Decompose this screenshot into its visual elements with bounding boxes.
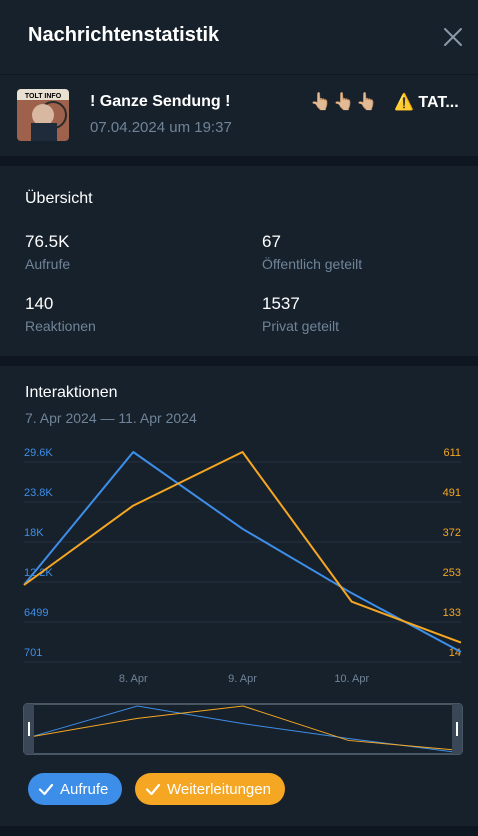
separator [0,356,478,366]
legend-label: Aufrufe [60,780,109,798]
legend-toggle-forwards[interactable]: Weiterleitungen [135,773,285,805]
message-date: 07.04.2024 um 19:37 [90,119,232,136]
overview-title: Übersicht [25,190,93,207]
right-tick-label: 372 [443,527,461,539]
message-emojis: 👆🏼👆🏼👆🏼 [310,92,380,111]
stat-public-shares: 67 Öffentlich geteilt [262,232,362,272]
legend-toggle-views[interactable]: Aufrufe [28,773,123,805]
stat-value: 140 [25,294,54,313]
navigator-line-forwards [31,705,455,751]
right-tick-label: 491 [443,487,461,499]
x-tick-label: 9. Apr [228,673,257,685]
stat-label: Privat geteilt [262,318,340,334]
left-tick-label: 701 [24,647,42,659]
interactions-title: Interaktionen [25,384,118,401]
check-icon [38,783,54,796]
right-tick-label: 253 [443,567,461,579]
chart-navigator[interactable] [0,700,478,760]
svg-text:TOLT INFO: TOLT INFO [25,93,62,100]
separator [0,826,478,836]
warning-icon: ⚠️ [394,94,414,111]
series-line-forwards [23,451,462,644]
dialog-title: Nachrichtenstatistik [28,24,220,46]
x-tick-label: 10. Apr [334,673,369,685]
dialog-header: Nachrichtenstatistik [0,0,478,74]
right-tick-label: 133 [443,607,461,619]
left-tick-label: 6499 [24,607,48,619]
stat-label: Aufrufe [25,256,71,272]
separator [0,156,478,166]
message-title: ! Ganze Sendung ! [90,93,231,110]
legend-label: Weiterleitungen [167,780,271,798]
interactions-chart: 29.6K 611 23.8K 491 18K 372 12.2K 253 6499 133 701… [23,447,462,685]
stat-value: 1537 [262,294,300,313]
close-icon [444,28,462,46]
stat-value: 76.5K [25,232,70,251]
date-range: 7. Apr 2024 — 11. Apr 2024 [25,410,197,426]
stat-views: 76.5K Aufrufe [25,232,70,272]
x-tick-label: 8. Apr [119,673,148,685]
overview-section: Übersicht 76.5K Aufrufe 67 Öffentlich ge… [0,166,478,356]
stat-value: 67 [262,232,281,251]
series-line-views [23,451,462,653]
check-icon [145,783,161,796]
stat-label: Reaktionen [25,318,96,334]
stat-label: Öffentlich geteilt [262,256,363,272]
left-tick-label: 12.2K [24,567,53,579]
message-extra-text: TAT... [418,94,459,111]
navigator-frame [23,703,463,755]
close-button[interactable] [440,24,466,50]
message-row[interactable]: TOLT INFO ! Ganze Sendung ! 👆🏼👆🏼👆🏼 ⚠️ TA… [0,74,478,157]
stat-reactions: 140 Reaktionen [25,294,96,334]
right-tick-label: 611 [443,447,461,459]
stat-private-shares: 1537 Privat geteilt [262,294,339,334]
message-extra: ⚠️ TAT... [394,92,472,112]
navigator-line-views [31,705,455,753]
left-tick-label: 23.8K [24,487,53,499]
left-tick-label: 29.6K [24,447,53,459]
message-thumbnail: TOLT INFO [17,89,69,141]
interactions-section [0,366,478,826]
left-tick-label: 18K [24,527,44,539]
